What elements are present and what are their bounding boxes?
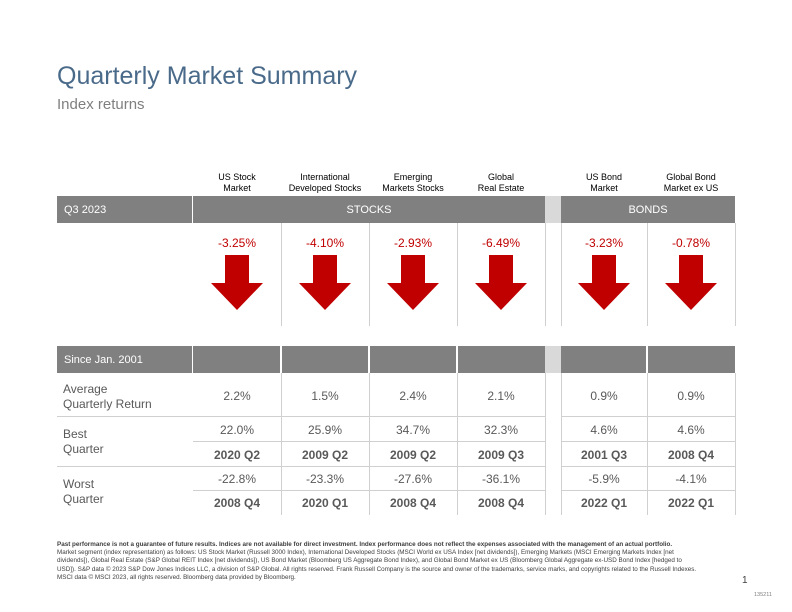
avg-intl-developed: 1.5% (311, 389, 339, 403)
return-us-bond: -3.23% (584, 236, 624, 250)
best-quarter-global-real-estate: 2009 Q3 (477, 448, 525, 462)
worst-quarter-emerging-markets: 2008 Q4 (389, 496, 437, 510)
worst-us-stock: -22.8% (217, 472, 257, 486)
best-us-bond: 4.6% (590, 423, 618, 437)
header-cell (648, 346, 735, 373)
grid-line (545, 223, 546, 326)
page-title: Quarterly Market Summary (57, 62, 358, 90)
column-header-global-bond: Global Bond Market ex US (663, 172, 719, 193)
best-us-stock: 22.0% (219, 423, 255, 437)
column-header-global-real-estate: Global Real Estate (477, 172, 525, 193)
return-intl-developed: -4.10% (305, 236, 345, 250)
header-cell (370, 346, 456, 373)
document-code: 135211 (754, 592, 772, 598)
quarter-label: Q3 2023 (57, 196, 192, 223)
grid-line (457, 373, 458, 515)
row-label-average: Average Quarterly Return (63, 382, 152, 411)
best-quarter-intl-developed: 2009 Q2 (301, 448, 349, 462)
header-cell (458, 346, 545, 373)
worst-intl-developed: -23.3% (305, 472, 345, 486)
best-intl-developed: 25.9% (307, 423, 343, 437)
best-global-bond: 4.6% (677, 423, 705, 437)
grid-line (561, 223, 562, 326)
down-arrow-icon (387, 255, 439, 310)
header-cell (561, 346, 646, 373)
page-subtitle: Index returns (57, 96, 145, 113)
since-label: Since Jan. 2001 (57, 346, 192, 373)
avg-us-stock: 2.2% (223, 389, 251, 403)
worst-global-real-estate: -36.1% (481, 472, 521, 486)
grid-line (369, 223, 370, 326)
avg-global-real-estate: 2.1% (487, 389, 515, 403)
row-divider (561, 441, 735, 442)
down-arrow-icon (665, 255, 717, 310)
best-quarter-global-bond: 2008 Q4 (667, 448, 715, 462)
grid-line (735, 373, 736, 515)
best-quarter-us-stock: 2020 Q2 (213, 448, 261, 462)
return-global-real-estate: -6.49% (481, 236, 521, 250)
down-arrow-icon (578, 255, 630, 310)
best-global-real-estate: 32.3% (483, 423, 519, 437)
down-arrow-icon (211, 255, 263, 310)
worst-quarter-us-bond: 2022 Q1 (580, 496, 628, 510)
header-cell (282, 346, 368, 373)
grid-line (735, 223, 736, 326)
down-arrow-icon (299, 255, 351, 310)
bonds-header: BONDS (561, 196, 735, 223)
page-number: 1 (742, 575, 748, 586)
row-divider (561, 490, 735, 491)
avg-us-bond: 0.9% (590, 389, 618, 403)
best-quarter-emerging-markets: 2009 Q2 (389, 448, 437, 462)
column-header-us-bond: US Bond Market (585, 172, 623, 193)
worst-quarter-global-real-estate: 2008 Q4 (477, 496, 525, 510)
grid-line (561, 373, 562, 515)
best-quarter-us-bond: 2001 Q3 (580, 448, 628, 462)
column-header-us-stock: US Stock Market (218, 172, 256, 193)
header-cell (193, 346, 280, 373)
worst-us-bond: -5.9% (588, 472, 620, 486)
worst-quarter-us-stock: 2008 Q4 (213, 496, 261, 510)
avg-global-bond: 0.9% (677, 389, 705, 403)
down-arrow-icon (475, 255, 527, 310)
grid-line (647, 223, 648, 326)
return-global-bond: -0.78% (671, 236, 711, 250)
worst-quarter-intl-developed: 2020 Q1 (301, 496, 349, 510)
row-divider (57, 416, 545, 417)
section-separator (545, 196, 561, 223)
row-divider (193, 441, 545, 442)
worst-quarter-global-bond: 2022 Q1 (667, 496, 715, 510)
grid-line (369, 373, 370, 515)
section-separator (545, 346, 561, 373)
worst-emerging-markets: -27.6% (393, 472, 433, 486)
footnote-disclaimer: Past performance is not a guarantee of f… (57, 541, 673, 548)
return-us-stock: -3.25% (217, 236, 257, 250)
worst-global-bond: -4.1% (675, 472, 707, 486)
footnote: Past performance is not a guarantee of f… (57, 541, 697, 582)
grid-line (545, 373, 546, 515)
row-divider (561, 416, 735, 417)
grid-line (457, 223, 458, 326)
stocks-header: STOCKS (193, 196, 545, 223)
row-divider (193, 490, 545, 491)
grid-line (281, 223, 282, 326)
column-header-intl-developed: International Developed Stocks (288, 172, 362, 193)
row-divider (561, 466, 735, 467)
row-label-worst: Worst Quarter (63, 477, 104, 506)
column-header-emerging-markets: Emerging Markets Stocks (382, 172, 444, 193)
row-label-best: Best Quarter (63, 427, 104, 456)
row-divider (57, 466, 545, 467)
grid-line (647, 373, 648, 515)
best-emerging-markets: 34.7% (395, 423, 431, 437)
avg-emerging-markets: 2.4% (399, 389, 427, 403)
footnote-body: Market segment (index representation) as… (57, 549, 697, 581)
grid-line (281, 373, 282, 515)
return-emerging-markets: -2.93% (393, 236, 433, 250)
